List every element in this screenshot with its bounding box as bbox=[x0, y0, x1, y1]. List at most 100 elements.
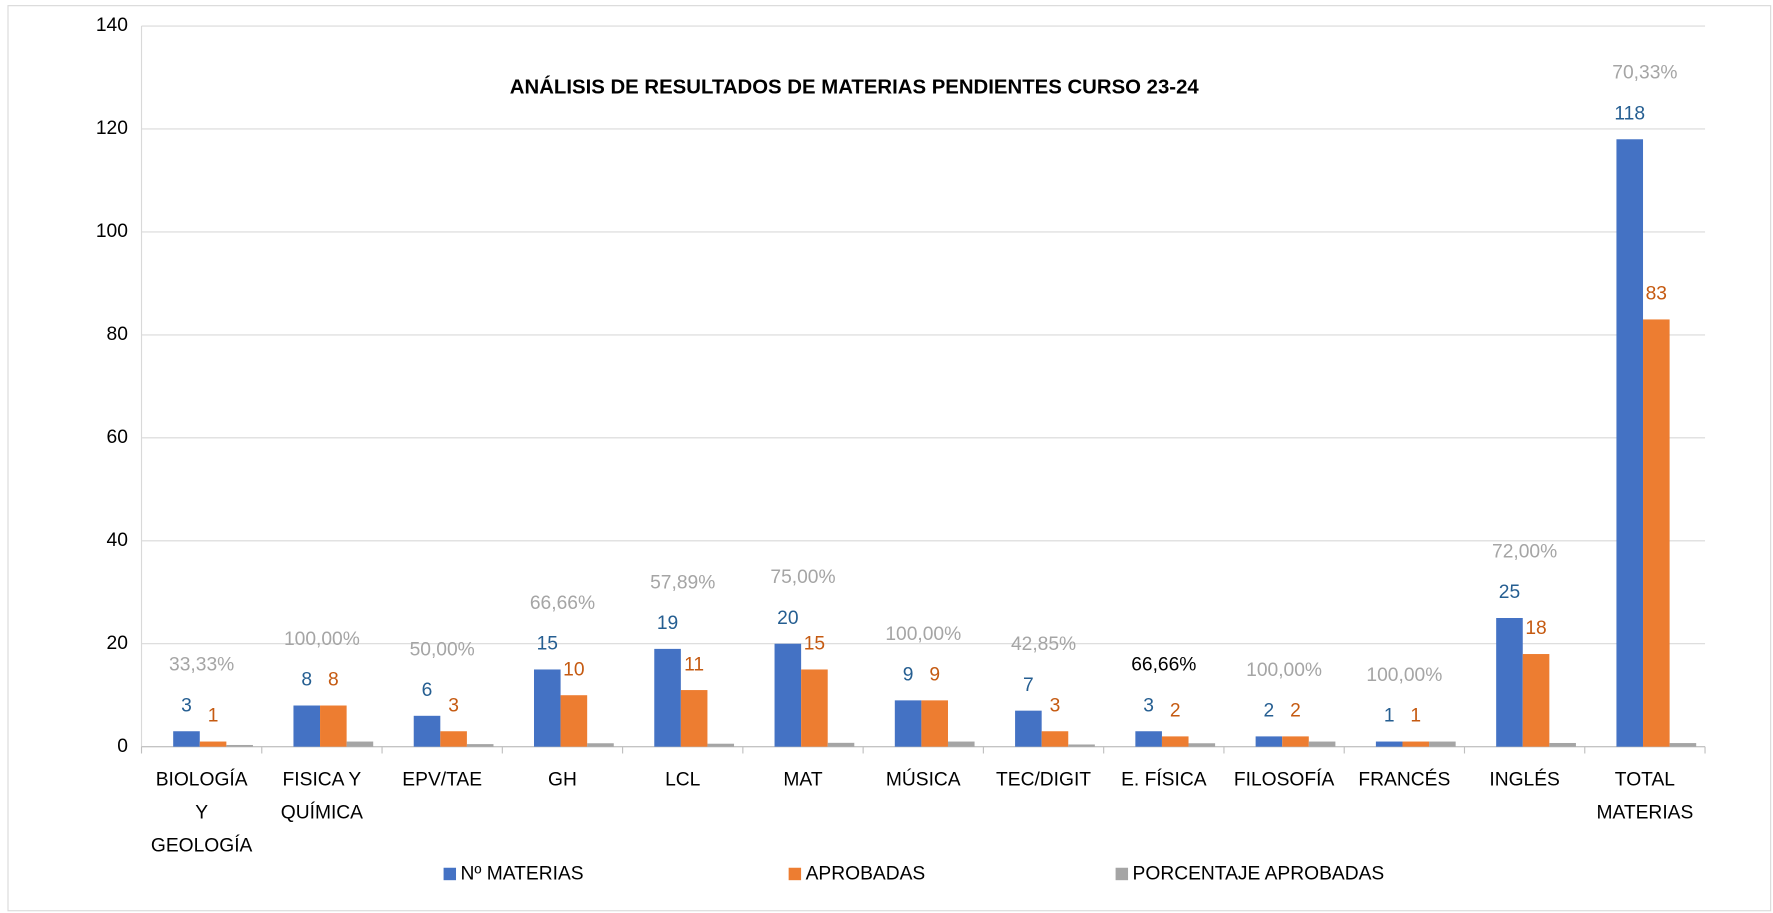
y-tick-label: 60 bbox=[107, 427, 128, 448]
x-tick-label: INGLÉS bbox=[1489, 770, 1560, 791]
bar bbox=[1616, 139, 1644, 747]
x-tick-label: MÚSICA bbox=[886, 769, 961, 791]
legend-label: Nº MATERIAS bbox=[461, 864, 584, 885]
bar bbox=[560, 695, 588, 747]
bar bbox=[654, 648, 681, 747]
y-tick-label: 20 bbox=[107, 633, 128, 654]
chart-border bbox=[7, 5, 1772, 912]
bar bbox=[1375, 741, 1403, 747]
value-label: 3 bbox=[1143, 695, 1154, 716]
value-label: 1 bbox=[1410, 706, 1421, 727]
value-label: 72,00% bbox=[1492, 541, 1557, 562]
bar bbox=[440, 731, 467, 747]
x-tick-label: FILOSOFÍA bbox=[1234, 770, 1335, 791]
value-label: 100,00% bbox=[1366, 665, 1442, 686]
bar bbox=[1429, 741, 1456, 747]
value-label: 9 bbox=[929, 665, 940, 686]
bar bbox=[320, 705, 347, 747]
bar bbox=[1643, 319, 1670, 747]
bar bbox=[1402, 741, 1430, 747]
legend-swatch bbox=[443, 867, 457, 881]
value-label: 25 bbox=[1499, 582, 1520, 603]
value-label: 8 bbox=[328, 670, 339, 691]
y-tick-label: 140 bbox=[96, 15, 128, 36]
value-label: 3 bbox=[181, 695, 192, 716]
value-label: 1 bbox=[208, 706, 219, 727]
legend-label: PORCENTAJE APROBADAS bbox=[1133, 864, 1385, 885]
value-label: 15 bbox=[804, 634, 825, 655]
legend-swatch bbox=[788, 867, 802, 881]
value-label: 50,00% bbox=[410, 639, 475, 660]
value-label: 19 bbox=[657, 613, 678, 634]
value-label: 18 bbox=[1525, 618, 1546, 639]
value-label: 2 bbox=[1264, 701, 1275, 722]
value-label: 3 bbox=[1050, 695, 1061, 716]
value-label: 118 bbox=[1614, 103, 1645, 124]
value-label: 100,00% bbox=[284, 629, 360, 650]
bar bbox=[1669, 743, 1697, 747]
bar bbox=[1135, 731, 1162, 747]
value-label: 42,85% bbox=[1011, 634, 1076, 655]
value-label: 83 bbox=[1646, 284, 1667, 305]
bar bbox=[1282, 736, 1309, 747]
value-label: 20 bbox=[777, 608, 798, 629]
bar bbox=[680, 690, 708, 747]
legend-label: APROBADAS bbox=[806, 864, 926, 885]
bar bbox=[1068, 744, 1095, 747]
bar bbox=[1015, 710, 1042, 747]
y-tick-label: 0 bbox=[117, 736, 128, 757]
bar bbox=[173, 731, 200, 747]
bar bbox=[293, 705, 321, 747]
y-tick-label: 80 bbox=[107, 324, 128, 345]
bar bbox=[413, 715, 441, 747]
bar bbox=[921, 700, 948, 747]
value-label: 33,33% bbox=[169, 655, 234, 676]
bar bbox=[774, 643, 802, 747]
bar bbox=[1255, 736, 1283, 747]
bar bbox=[894, 700, 922, 747]
legend-swatch bbox=[1115, 867, 1129, 881]
value-label: 11 bbox=[684, 654, 704, 675]
bar bbox=[1308, 741, 1336, 747]
y-tick-label: 40 bbox=[107, 530, 128, 551]
bar bbox=[346, 741, 374, 747]
value-label: 75,00% bbox=[770, 567, 835, 588]
bar bbox=[801, 669, 828, 747]
value-label: 70,33% bbox=[1612, 63, 1677, 84]
bar bbox=[533, 669, 561, 747]
value-label: 100,00% bbox=[885, 624, 961, 645]
bar bbox=[947, 741, 975, 747]
bar bbox=[226, 744, 253, 747]
bar bbox=[199, 741, 227, 747]
value-label: 15 bbox=[537, 634, 558, 655]
bar bbox=[1041, 731, 1069, 747]
x-tick-label: EPV/TAE bbox=[402, 770, 482, 791]
bar bbox=[707, 743, 735, 747]
x-tick-label: LCL bbox=[665, 770, 701, 791]
x-tick-label: TOTAL MATERIAS bbox=[1596, 770, 1693, 824]
value-label: 66,66% bbox=[530, 593, 595, 614]
bar bbox=[466, 744, 494, 747]
bar bbox=[1188, 743, 1216, 747]
x-tick-label: BIOLOGÍA Y GEOLOGÍA bbox=[151, 770, 253, 857]
value-label: 66,66% bbox=[1131, 655, 1196, 676]
bar bbox=[1161, 736, 1189, 747]
value-label: 6 bbox=[422, 680, 433, 701]
x-tick-label: E. FÍSICA bbox=[1121, 770, 1207, 791]
x-tick-label: FRANCÉS bbox=[1358, 770, 1450, 791]
value-label: 8 bbox=[301, 670, 312, 691]
y-tick-label: 120 bbox=[96, 118, 128, 139]
value-label: 2 bbox=[1290, 701, 1301, 722]
chart-title: ANÁLISIS DE RESULTADOS DE MATERIAS PENDI… bbox=[510, 76, 1200, 99]
x-tick-label: MAT bbox=[783, 770, 822, 791]
bar bbox=[1549, 742, 1576, 747]
value-label: 7 bbox=[1023, 675, 1034, 696]
value-label: 9 bbox=[903, 665, 914, 686]
bar bbox=[587, 743, 614, 747]
bar bbox=[1496, 618, 1523, 747]
bar bbox=[827, 742, 855, 747]
value-label: 3 bbox=[448, 695, 459, 716]
value-label: 10 bbox=[563, 659, 584, 680]
